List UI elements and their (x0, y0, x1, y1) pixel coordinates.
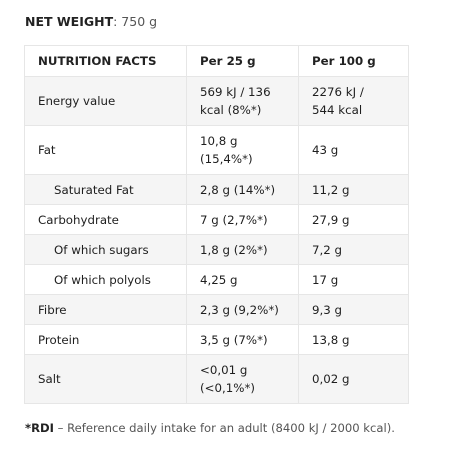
value-per-25g: 10,8 g (15,4%*) (186, 125, 299, 175)
nutrient-name: Carbohydrate (24, 204, 187, 235)
net-weight: NET WEIGHT: 750 g (25, 13, 157, 31)
nutrient-name: Of which polyols (24, 264, 187, 295)
value-line: 2276 kJ / (312, 85, 364, 99)
value-per-25g: 1,8 g (2%*) (186, 234, 299, 265)
value-line: <0,01 g (200, 363, 248, 377)
value-per-100g: 17 g (298, 264, 409, 295)
value-per-100g: 13,8 g (298, 324, 409, 355)
table-row: Energy value 569 kJ / 136 kcal (8%*) 2276… (24, 76, 409, 126)
header-cell-per-100g: Per 100 g (298, 45, 409, 77)
table-row: Salt <0,01 g (<0,1%*) 0,02 g (24, 354, 409, 404)
nutrient-name: Salt (24, 354, 187, 404)
value-line: (15,4%*) (200, 152, 253, 166)
table-header-row: NUTRITION FACTS Per 25 g Per 100 g (24, 45, 409, 77)
value-per-100g: 9,3 g (298, 294, 409, 325)
footnote-label: *RDI (25, 421, 54, 435)
value-line: 10,8 g (200, 134, 238, 148)
value-line: (<0,1%*) (200, 381, 255, 395)
table-row: Protein 3,5 g (7%*) 13,8 g (24, 324, 409, 355)
value-per-25g: 569 kJ / 136 kcal (8%*) (186, 76, 299, 126)
value-per-25g: 3,5 g (7%*) (186, 324, 299, 355)
nutrient-name: Of which sugars (24, 234, 187, 265)
value-per-25g: 2,3 g (9,2%*) (186, 294, 299, 325)
value-per-100g: 7,2 g (298, 234, 409, 265)
value-per-25g: 7 g (2,7%*) (186, 204, 299, 235)
header-cell-per-25g: Per 25 g (186, 45, 299, 77)
value-per-100g: 43 g (298, 125, 409, 175)
nutrient-name: Fat (24, 125, 187, 175)
rdi-footnote: *RDI – Reference daily intake for an adu… (25, 419, 395, 437)
table-row: Saturated Fat 2,8 g (14%*) 11,2 g (24, 174, 409, 205)
value-per-25g: 2,8 g (14%*) (186, 174, 299, 205)
table-row: Fibre 2,3 g (9,2%*) 9,3 g (24, 294, 409, 325)
nutrient-name: Energy value (24, 76, 187, 126)
table-row: Of which polyols 4,25 g 17 g (24, 264, 409, 295)
table-row: Carbohydrate 7 g (2,7%*) 27,9 g (24, 204, 409, 235)
value-per-25g: <0,01 g (<0,1%*) (186, 354, 299, 404)
table-row: Of which sugars 1,8 g (2%*) 7,2 g (24, 234, 409, 265)
value-per-25g: 4,25 g (186, 264, 299, 295)
value-per-100g: 11,2 g (298, 174, 409, 205)
net-weight-value: : 750 g (113, 14, 158, 29)
nutrient-name: Fibre (24, 294, 187, 325)
value-per-100g: 27,9 g (298, 204, 409, 235)
net-weight-label: NET WEIGHT (25, 14, 114, 29)
footnote-text: – Reference daily intake for an adult (8… (53, 421, 395, 435)
header-cell-nutrition-facts: NUTRITION FACTS (24, 45, 187, 77)
value-line: 569 kJ / 136 (200, 85, 271, 99)
nutrient-name: Protein (24, 324, 187, 355)
nutrition-facts-table: NUTRITION FACTS Per 25 g Per 100 g Energ… (24, 45, 409, 404)
table-row: Fat 10,8 g (15,4%*) 43 g (24, 125, 409, 175)
nutrient-name: Saturated Fat (24, 174, 187, 205)
value-per-100g: 0,02 g (298, 354, 409, 404)
value-line: kcal (8%*) (200, 103, 262, 117)
value-line: 544 kcal (312, 103, 363, 117)
value-per-100g: 2276 kJ / 544 kcal (298, 76, 409, 126)
